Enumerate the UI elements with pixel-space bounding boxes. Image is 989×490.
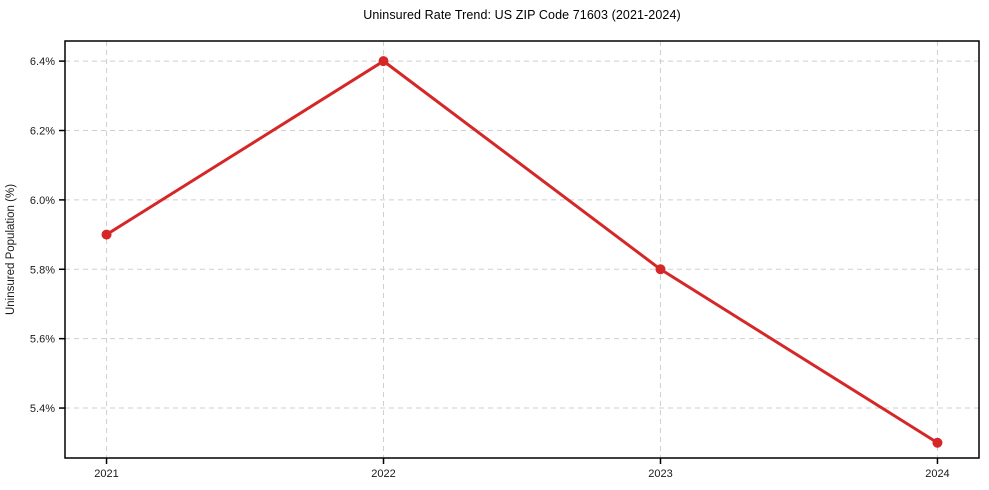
y-tick-label: 5.6%: [30, 334, 55, 346]
data-point: [378, 56, 389, 67]
y-tick-label: 5.8%: [30, 264, 55, 276]
data-point: [655, 264, 666, 275]
y-tick-label: 6.4%: [30, 56, 55, 68]
x-tick-label: 2021: [94, 468, 118, 480]
trend-line: [105, 59, 939, 445]
data-point: [932, 437, 943, 448]
grid: [65, 41, 979, 458]
x-tick-label: 2022: [371, 468, 395, 480]
y-tick-label: 6.0%: [30, 195, 55, 207]
x-tick-label: 2024: [925, 468, 949, 480]
data-point: [101, 229, 112, 240]
y-tick-label: 6.2%: [30, 126, 55, 138]
y-tick-label: 5.4%: [30, 403, 55, 415]
axis-ticks: 5.4% 5.6% 5.8% 6.0% 6.2% 6.4% 2021 2022 2023 2024: [30, 56, 950, 480]
chart-title: Uninsured Rate Trend: US ZIP Code 71603 …: [363, 8, 681, 22]
plot-border: [64, 40, 980, 459]
y-axis-label: Uninsured Population (%): [5, 184, 17, 315]
x-tick-label: 2023: [648, 468, 672, 480]
